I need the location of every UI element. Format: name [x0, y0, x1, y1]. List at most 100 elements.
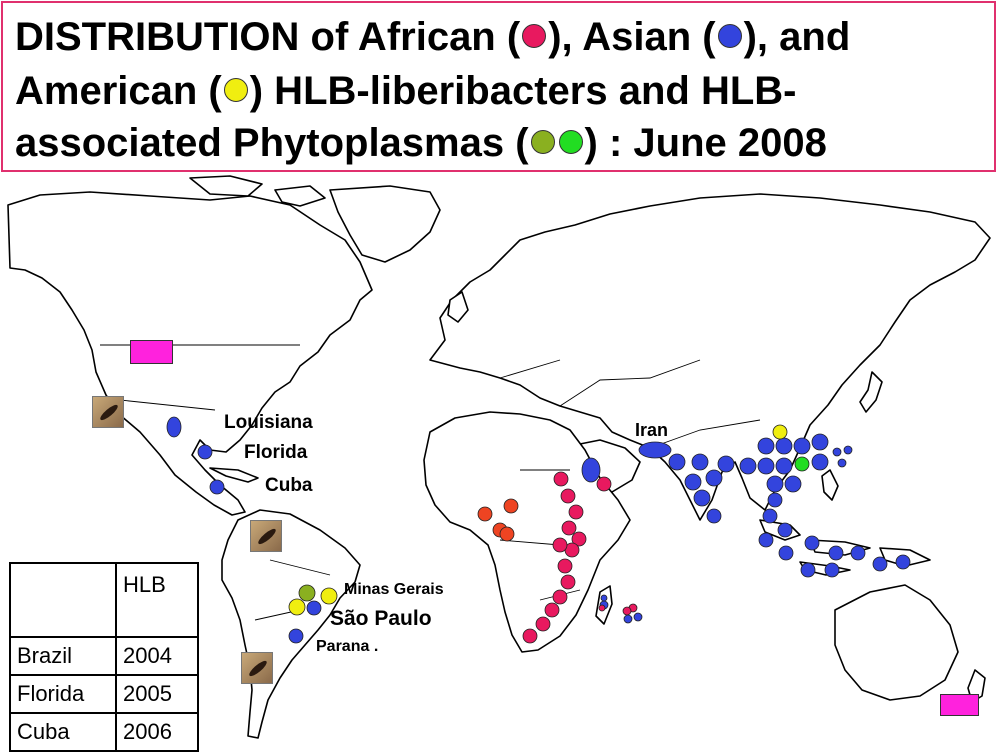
australia-landmass [834, 584, 959, 701]
label-iran: Iran [635, 420, 669, 440]
asian-marker [843, 445, 853, 455]
african-marker [552, 537, 568, 553]
north-america-landmass [7, 191, 373, 516]
title-text: ), and [743, 15, 851, 59]
table-header-row: HLB [9, 562, 199, 638]
title-text: ) : June 2008 [584, 121, 827, 165]
phytoplasma-markers [298, 456, 810, 602]
african-marker [571, 531, 587, 547]
table-header-cell: HLB [115, 562, 199, 638]
phytoplasma-marker [794, 456, 810, 472]
table-cell: 2004 [115, 636, 199, 676]
asian-marker [288, 628, 304, 644]
asian-marker [850, 545, 866, 561]
african-marker [560, 488, 576, 504]
asian-marker [706, 508, 722, 524]
magenta-rectangle [940, 694, 979, 716]
psyllid-photo-icon [250, 520, 282, 552]
asian-marker [811, 433, 829, 451]
title-text: ) HLB-liberibacters and HLB- [249, 69, 797, 113]
asian-marker [668, 453, 686, 471]
asian-marker [581, 457, 601, 483]
african-marker [557, 558, 573, 574]
african-marker [622, 606, 632, 616]
label-sao-paulo: São Paulo [330, 607, 432, 630]
african-marker [503, 498, 519, 514]
african-marker [552, 589, 568, 605]
asian-marker [778, 545, 794, 561]
phytoplasma-dot-icon [558, 130, 583, 155]
asian-marker [306, 600, 322, 616]
asian-marker [638, 441, 672, 459]
table-row: Brazil 2004 [9, 636, 199, 676]
asian-dot-icon [717, 24, 742, 49]
african-marker [535, 616, 551, 632]
american-marker [772, 424, 788, 440]
title-text: DISTRIBUTION of African ( [15, 15, 521, 59]
table-cell: 2005 [115, 674, 199, 714]
african-marker [522, 628, 538, 644]
african-marker [596, 476, 612, 492]
african-marker [561, 520, 577, 536]
uk-islands [447, 291, 469, 323]
title-line-1: DISTRIBUTION of African ( ), Asian ( ), an… [15, 15, 850, 59]
phytoplasma-dot-icon [530, 130, 555, 155]
asian-marker [828, 545, 844, 561]
asian-marker [767, 492, 783, 508]
asian-marker [824, 562, 840, 578]
african-marker [544, 602, 560, 618]
cuba-island [209, 467, 259, 483]
asian-marker [784, 475, 802, 493]
asian-marker [775, 437, 793, 455]
label-minas-gerais: Minas Gerais [344, 581, 444, 598]
title-box: DISTRIBUTION of African ( ), Asian ( ), an… [1, 1, 996, 172]
eurasia-landmass [429, 193, 991, 521]
african-markers [477, 471, 638, 644]
asian-markers [166, 416, 911, 644]
psyllid-photo-icon [92, 396, 124, 428]
african-dot-icon [522, 24, 547, 49]
magenta-rectangle [130, 340, 173, 364]
asian-marker [800, 562, 816, 578]
asian-marker [623, 614, 633, 624]
table-cell: 2006 [115, 712, 199, 752]
table-header-cell [9, 562, 117, 638]
asian-marker [758, 532, 774, 548]
asian-marker [693, 489, 711, 507]
asian-marker [209, 479, 225, 495]
asian-marker [757, 457, 775, 475]
asian-marker [762, 508, 778, 524]
asian-marker [766, 475, 784, 493]
phytoplasma-marker [298, 584, 316, 602]
title-text: ), Asian ( [548, 15, 716, 59]
asian-marker [600, 594, 608, 602]
asian-marker [837, 458, 847, 468]
asian-marker [832, 447, 842, 457]
asian-marker [633, 612, 643, 622]
asian-marker [872, 556, 888, 572]
arctic-islands [189, 175, 326, 207]
greenland [329, 185, 441, 263]
africa-landmass [423, 411, 631, 653]
japan-islands [859, 371, 883, 413]
american-markers [288, 424, 788, 616]
asian-marker [895, 554, 911, 570]
african-marker [598, 604, 606, 612]
asian-marker [739, 457, 757, 475]
african-marker [499, 526, 515, 542]
asian-marker [777, 522, 793, 538]
asian-marker [811, 453, 829, 471]
asian-marker [775, 457, 793, 475]
label-louisiana: Louisiana [224, 412, 313, 433]
table-row: Florida 2005 [9, 674, 199, 714]
asian-marker [166, 416, 182, 438]
asian-marker [804, 535, 820, 551]
asian-marker [197, 444, 213, 460]
table-cell: Cuba [9, 712, 117, 752]
asian-marker [793, 437, 811, 455]
african-marker [560, 574, 576, 590]
african-marker [477, 506, 493, 522]
label-florida: Florida [244, 442, 308, 463]
title-line-2: American () HLB-liberibacters and HLB- [15, 69, 796, 113]
asian-marker [757, 437, 775, 455]
